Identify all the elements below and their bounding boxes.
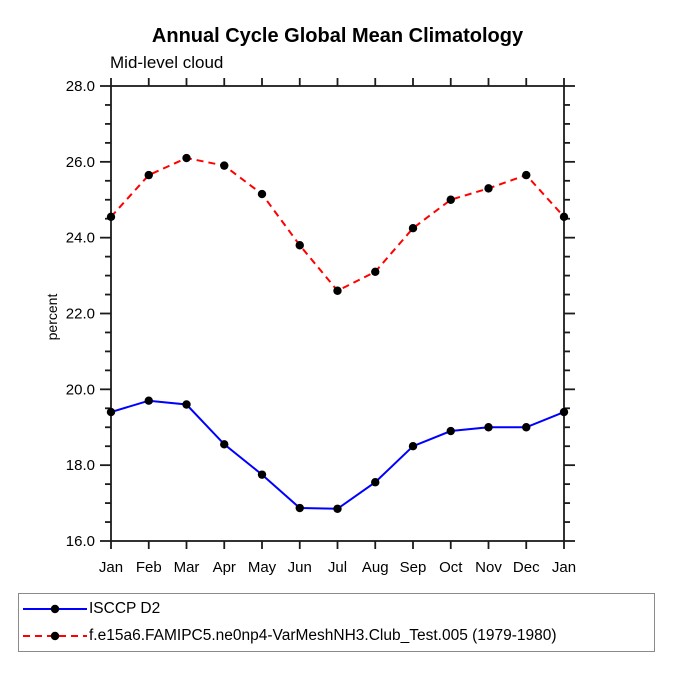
axes bbox=[100, 78, 575, 549]
svg-text:Mar: Mar bbox=[174, 559, 200, 576]
svg-text:Jul: Jul bbox=[328, 559, 347, 576]
legend-entry-isccp: ISCCP D2 bbox=[23, 597, 654, 621]
svg-text:26.0: 26.0 bbox=[66, 154, 95, 171]
svg-text:Aug: Aug bbox=[362, 559, 389, 576]
svg-text:28.0: 28.0 bbox=[66, 78, 95, 95]
legend-label: ISCCP D2 bbox=[89, 600, 161, 617]
svg-text:Nov: Nov bbox=[475, 559, 502, 576]
svg-text:22.0: 22.0 bbox=[66, 306, 95, 323]
series-1 bbox=[106, 153, 569, 295]
legend-box: ISCCP D2 f.e15a6.FAMIPC5.ne0np4-VarMeshN… bbox=[18, 593, 655, 652]
svg-text:16.0: 16.0 bbox=[66, 533, 95, 550]
svg-text:May: May bbox=[248, 559, 277, 576]
svg-text:Oct: Oct bbox=[439, 559, 463, 576]
svg-text:24.0: 24.0 bbox=[66, 230, 95, 247]
svg-text:Apr: Apr bbox=[213, 559, 236, 576]
svg-text:20.0: 20.0 bbox=[66, 381, 95, 398]
svg-text:Sep: Sep bbox=[400, 559, 427, 576]
legend-entry-model: f.e15a6.FAMIPC5.ne0np4-VarMeshNH3.Club_T… bbox=[23, 624, 654, 648]
svg-text:Jan: Jan bbox=[552, 559, 576, 576]
svg-text:Jan: Jan bbox=[99, 559, 123, 576]
tick-labels: 16.0 18.0 20.0 22.0 24.0 26.0 28.0 Jan Feb Mar Apr… bbox=[66, 78, 576, 576]
svg-text:Dec: Dec bbox=[513, 559, 540, 576]
svg-text:Feb: Feb bbox=[136, 559, 162, 576]
legend-line-sample-icon bbox=[23, 631, 87, 641]
plot-area: 16.0 18.0 20.0 22.0 24.0 26.0 28.0 Jan Feb Mar Apr… bbox=[66, 78, 576, 576]
svg-text:Jun: Jun bbox=[288, 559, 312, 576]
legend-label: f.e15a6.FAMIPC5.ne0np4-VarMeshNH3.Club_T… bbox=[89, 627, 557, 644]
chart-subtitle: Mid-level cloud bbox=[110, 53, 224, 72]
legend-line-sample-icon bbox=[23, 604, 87, 614]
svg-text:18.0: 18.0 bbox=[66, 457, 95, 474]
chart-title: Annual Cycle Global Mean Climatology bbox=[151, 25, 524, 47]
series-0 bbox=[106, 396, 569, 513]
